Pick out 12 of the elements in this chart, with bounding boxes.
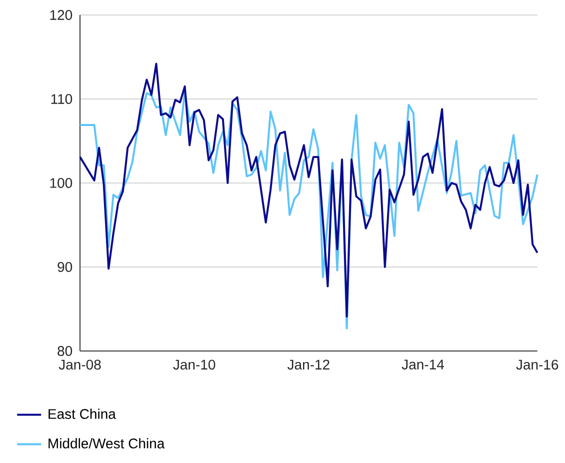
y-tick-label: 90 xyxy=(58,262,72,272)
x-tick-label: Jan-16 xyxy=(516,360,558,370)
y-tick-label: 120 xyxy=(50,10,72,20)
x-tick-label: Jan-14 xyxy=(402,360,444,370)
legend-label: East China xyxy=(48,408,116,419)
y-tick-label: 100 xyxy=(50,178,72,188)
y-tick-label: 80 xyxy=(58,346,72,356)
y-tick-label: 110 xyxy=(51,94,72,104)
x-tick-label: Jan-10 xyxy=(173,360,216,370)
legend-label: Middle/West China xyxy=(48,438,165,448)
x-tick-label: Jan-08 xyxy=(58,360,101,370)
x-tick-label: Jan-12 xyxy=(287,360,330,370)
